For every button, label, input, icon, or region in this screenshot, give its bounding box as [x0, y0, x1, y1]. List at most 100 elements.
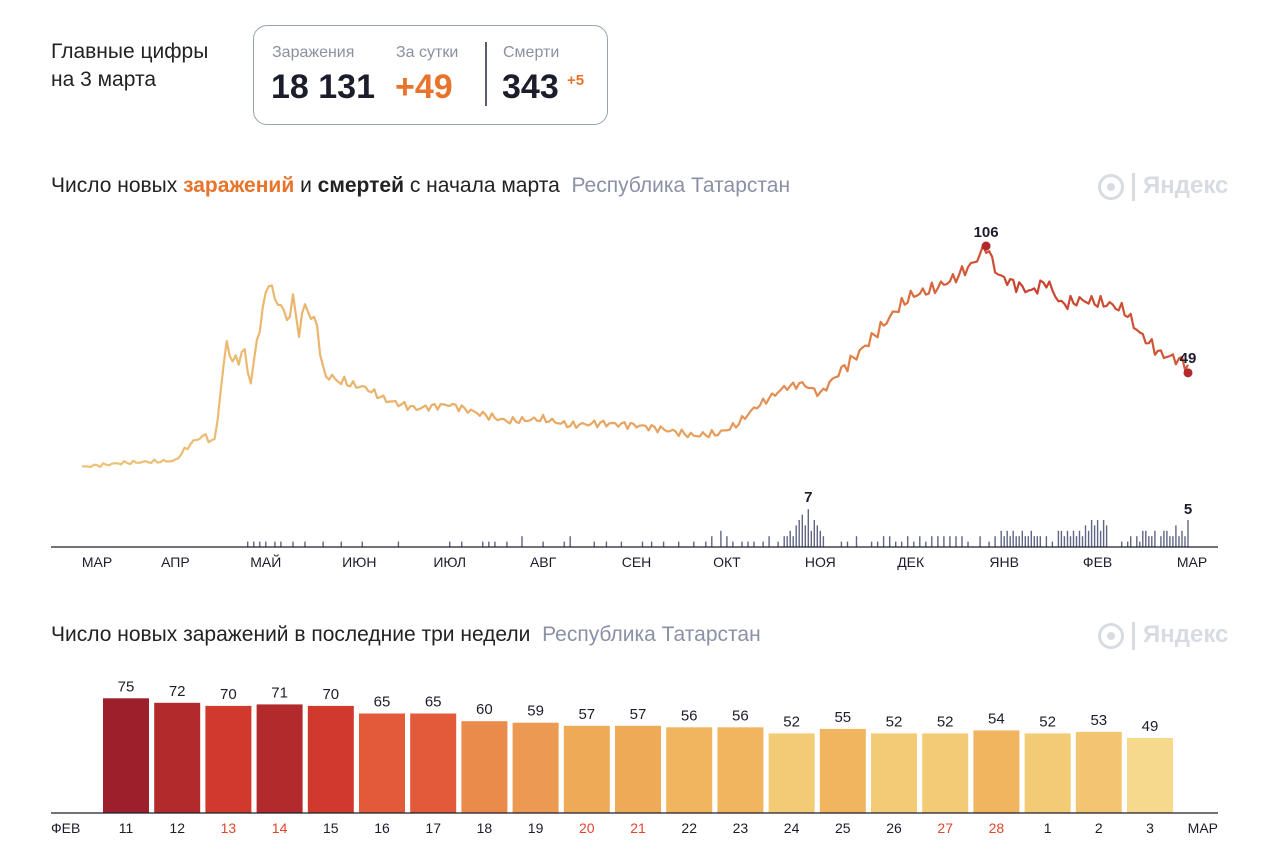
bar-category-label: 24 [784, 820, 800, 836]
chart2-region: Республика Татарстан [542, 623, 761, 646]
yandex-logo-2: Яндекс [1098, 621, 1228, 650]
bar-category-label: 22 [681, 820, 697, 836]
bar-value-label: 75 [118, 678, 135, 695]
month-label: СЕН [622, 554, 652, 570]
deaths-label: Смерти [503, 44, 560, 61]
yandex-logo-icon [1098, 622, 1124, 649]
bar-value-label: 60 [476, 701, 493, 718]
infections-line [81, 244, 1189, 469]
bar-value-label: 52 [1039, 713, 1056, 730]
bar [256, 704, 303, 813]
month-label: АВГ [530, 554, 557, 570]
peak-label: 106 [974, 224, 999, 241]
bar-value-label: 70 [220, 686, 237, 703]
bar [307, 705, 354, 813]
bar-value-label: 55 [834, 709, 851, 726]
bar-category-label: 28 [989, 820, 1005, 836]
bar-category-label: 16 [374, 820, 390, 836]
month-label: ДЕК [897, 554, 925, 570]
bar-value-label: 54 [988, 710, 1005, 727]
last-label: 49 [1180, 350, 1197, 367]
bar [154, 702, 201, 813]
bar-value-label: 71 [271, 684, 288, 701]
bar-category-label: 18 [477, 820, 493, 836]
headline-line1: Главные цифры [51, 40, 209, 63]
bar-category-label: 26 [886, 820, 902, 836]
bar-series: 7511721270137114701565166517601859195720… [103, 678, 1173, 836]
deaths-delta: +5 [567, 72, 585, 89]
month-label: ФЕВ [1083, 554, 1112, 570]
bar [615, 725, 661, 813]
headline: Главные цифры на 3 марта [51, 38, 208, 94]
bar-category-label: 1 [1044, 820, 1052, 836]
chart2-title-text: Число новых заражений в последние три не… [51, 623, 531, 646]
bar-value-label: 52 [783, 713, 800, 730]
month-label: ЯНВ [989, 554, 1019, 570]
bar-category-label: 14 [272, 820, 288, 836]
bar-category-label: 11 [119, 820, 134, 836]
bar-value-label: 53 [1090, 712, 1107, 729]
bar-category-label: 13 [221, 820, 237, 836]
chart1-title-part2: и [294, 174, 318, 197]
chart2-start-month: ФЕВ [51, 820, 80, 836]
daily-label: За сутки [396, 44, 459, 61]
deaths-value: 343 [502, 68, 559, 106]
yandex-logo-1: Яндекс [1098, 172, 1228, 201]
bar-value-label: 65 [425, 694, 442, 711]
bar [1075, 731, 1122, 813]
bar-category-label: 2 [1095, 820, 1103, 836]
stats-divider [485, 42, 487, 106]
bar-category-label: 19 [528, 820, 544, 836]
logo-divider [1132, 172, 1135, 201]
chart2-title: Число новых заражений в последние три не… [51, 623, 761, 647]
bar-category-label: 21 [630, 820, 646, 836]
bar [359, 713, 405, 813]
bar-value-label: 49 [1142, 718, 1159, 735]
bar-value-label: 70 [322, 686, 339, 703]
bar [871, 733, 917, 813]
chart1-title-part1: Число новых [51, 174, 184, 197]
bar [410, 713, 457, 813]
bar-category-label: 15 [323, 820, 339, 836]
chart1-month-labels: МАР АПР МАЙ ИЮН ИЮЛ АВГ СЕН ОКТ НОЯ ДЕК ЯНВ ФЕВ МАР [82, 553, 1207, 570]
bar [973, 730, 1020, 813]
month-label: ОКТ [713, 554, 741, 570]
bar [768, 733, 815, 813]
yandex-logo-icon [1098, 173, 1124, 200]
bar [512, 722, 559, 813]
month-label: МАР [82, 554, 112, 570]
peak-marker [981, 241, 991, 251]
month-label: ИЮЛ [433, 554, 466, 570]
daily-value: +49 [395, 68, 453, 106]
bar-value-label: 57 [578, 706, 595, 723]
bar [717, 727, 764, 813]
month-label: ИЮН [342, 554, 376, 570]
logo-divider [1132, 621, 1135, 650]
bar [205, 705, 252, 813]
chart1-region: Республика Татарстан [571, 174, 791, 197]
last-marker [1183, 368, 1193, 378]
bar-category-label: 27 [937, 820, 953, 836]
infections-value: 18 131 [271, 68, 375, 106]
chart1-title-deaths: смертей [317, 174, 404, 197]
infections-label: Заражения [272, 44, 355, 61]
bar-value-label: 59 [527, 703, 544, 720]
chart2-end-month: МАР [1188, 820, 1218, 836]
month-label: НОЯ [805, 554, 836, 570]
bar-value-label: 72 [169, 683, 186, 700]
bar [1024, 733, 1071, 813]
bar-value-label: 57 [630, 706, 647, 723]
bar-value-label: 52 [937, 713, 954, 730]
bar [922, 733, 969, 813]
headline-line2: на 3 марта [51, 68, 157, 91]
bar-category-label: 3 [1146, 820, 1154, 836]
month-label: МАЙ [250, 553, 281, 570]
bar-category-label: 20 [579, 820, 595, 836]
bar [461, 721, 508, 813]
bar [1127, 738, 1173, 813]
bar [563, 725, 610, 813]
bar [666, 727, 713, 813]
bar-category-label: 25 [835, 820, 851, 836]
